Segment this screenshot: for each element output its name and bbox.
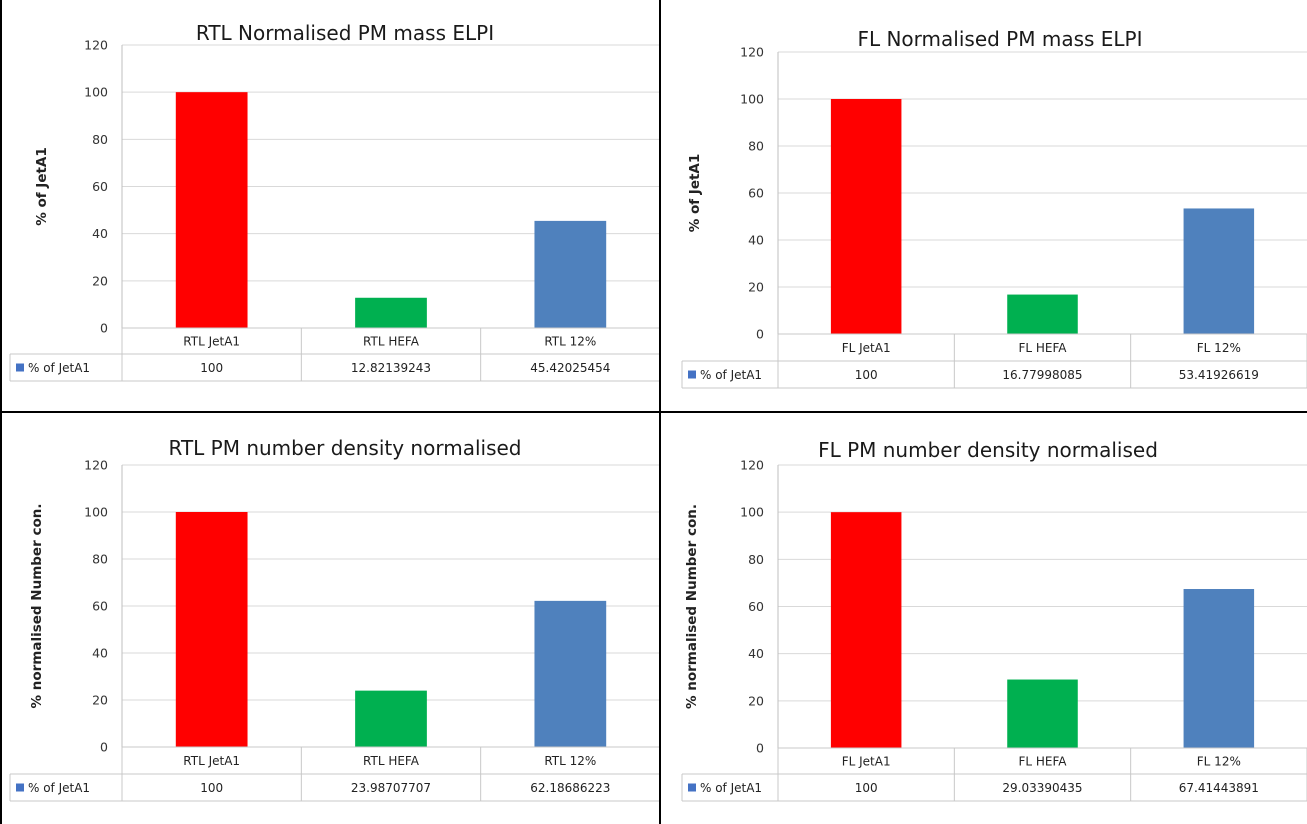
data-table-value: 100 xyxy=(855,368,878,382)
bar-fl-hefa xyxy=(1007,294,1078,334)
bar-fl-jeta1 xyxy=(830,99,902,334)
y-tick-label: 20 xyxy=(748,280,764,295)
chart-group: FL PM number density normalised % normali… xyxy=(681,438,1307,802)
category-label: FL JetA1 xyxy=(842,341,891,355)
chart-panel-fl-mass: FL Normalised PM mass ELPI % of JetA1 0 20 4… xyxy=(660,0,1307,412)
chart-group: RTL PM number density normalised % normal… xyxy=(9,436,660,802)
chart-svg: RTL PM number density normalised % normal… xyxy=(9,436,660,802)
y-axis-label: % of JetA1 xyxy=(687,154,703,233)
bar-fl-hefa xyxy=(1007,679,1078,748)
category-label: RTL 12% xyxy=(544,754,596,768)
chart-panel-rtl-number: RTL PM number density normalised % normal… xyxy=(0,412,660,824)
chart-panel-rtl-mass: RTL Normalised PM mass ELPI % of JetA1 0 20… xyxy=(0,0,660,412)
y-tick-label: 120 xyxy=(84,38,108,53)
chart-svg: FL PM number density normalised % normali… xyxy=(681,438,1307,802)
chart-panel-fl-number: FL PM number density normalised % normali… xyxy=(660,412,1307,824)
y-axis-label: % normalised Number con. xyxy=(29,504,45,709)
bar-rtl-jeta1 xyxy=(175,92,248,329)
legend-key xyxy=(688,370,696,379)
y-tick-label: 100 xyxy=(84,85,108,100)
data-table-value: 53.41926619 xyxy=(1179,368,1259,382)
category-label: RTL 12% xyxy=(544,335,596,349)
y-tick-label: 40 xyxy=(92,226,108,241)
y-tick-label: 100 xyxy=(84,505,108,520)
y-tick-label: 100 xyxy=(740,505,764,520)
y-tick-label: 60 xyxy=(92,599,108,614)
chart-group: RTL Normalised PM mass ELPI % of JetA1 0 20… xyxy=(9,21,660,382)
y-tick-label: 0 xyxy=(756,741,764,756)
data-table-value: 23.98707707 xyxy=(351,781,431,795)
chart-title: FL Normalised PM mass ELPI xyxy=(857,27,1142,51)
chart-svg: FL Normalised PM mass ELPI % of JetA1 0 20 4… xyxy=(681,27,1307,389)
bar-fl-12- xyxy=(1183,208,1255,334)
y-tick-label: 0 xyxy=(756,327,764,342)
legend-series-name: % of JetA1 xyxy=(28,361,90,375)
y-tick-label: 60 xyxy=(748,186,764,201)
data-table-value: 100 xyxy=(200,361,223,375)
category-label: RTL JetA1 xyxy=(183,335,240,349)
category-label: RTL HEFA xyxy=(363,754,420,768)
frame-middle-divider xyxy=(0,411,1307,413)
bar-rtl-12- xyxy=(534,220,607,328)
legend-key xyxy=(16,363,24,372)
category-label: FL HEFA xyxy=(1018,341,1067,355)
y-tick-label: 120 xyxy=(740,45,764,60)
data-table-value: 67.41443891 xyxy=(1179,781,1259,795)
y-tick-label: 80 xyxy=(748,139,764,154)
category-label: FL HEFA xyxy=(1018,755,1067,769)
bar-fl-jeta1 xyxy=(830,512,902,748)
data-table-value: 45.42025454 xyxy=(530,361,610,375)
y-tick-label: 80 xyxy=(748,552,764,567)
chart-title: RTL PM number density normalised xyxy=(169,436,522,460)
legend-series-name: % of JetA1 xyxy=(700,368,762,382)
y-tick-label: 20 xyxy=(92,273,108,288)
data-table-value: 12.82139243 xyxy=(351,361,431,375)
y-axis-label: % of JetA1 xyxy=(34,147,50,226)
y-tick-label: 40 xyxy=(748,233,764,248)
legend-series-name: % of JetA1 xyxy=(28,781,90,795)
y-tick-label: 0 xyxy=(100,321,108,336)
y-tick-label: 60 xyxy=(92,179,108,194)
y-tick-label: 0 xyxy=(100,740,108,755)
y-axis-label: % normalised Number con. xyxy=(684,504,700,709)
y-tick-label: 20 xyxy=(92,693,108,708)
chart-title: RTL Normalised PM mass ELPI xyxy=(196,21,494,45)
bar-rtl-jeta1 xyxy=(175,512,248,747)
bar-fl-12- xyxy=(1183,589,1255,748)
y-tick-label: 60 xyxy=(748,599,764,614)
bar-rtl-12- xyxy=(534,600,607,747)
y-tick-label: 100 xyxy=(740,92,764,107)
data-table-value: 16.77998085 xyxy=(1002,368,1082,382)
y-tick-label: 40 xyxy=(748,646,764,661)
legend-series-name: % of JetA1 xyxy=(700,781,762,795)
y-tick-label: 80 xyxy=(92,552,108,567)
y-tick-label: 20 xyxy=(748,693,764,708)
y-tick-label: 120 xyxy=(740,458,764,473)
y-tick-label: 80 xyxy=(92,132,108,147)
y-tick-label: 40 xyxy=(92,646,108,661)
y-tick-label: 120 xyxy=(84,458,108,473)
chart-svg: RTL Normalised PM mass ELPI % of JetA1 0 20… xyxy=(9,21,660,382)
chart-group: FL Normalised PM mass ELPI % of JetA1 0 20 4… xyxy=(681,27,1307,389)
data-table-value: 100 xyxy=(855,781,878,795)
category-label: RTL JetA1 xyxy=(183,754,240,768)
legend-key xyxy=(16,783,24,792)
data-table-value: 29.03390435 xyxy=(1002,781,1082,795)
category-label: FL JetA1 xyxy=(842,755,891,769)
data-table-value: 100 xyxy=(200,781,223,795)
bar-rtl-hefa xyxy=(355,690,427,747)
legend-key xyxy=(688,783,696,792)
data-table-value: 62.18686223 xyxy=(530,781,610,795)
category-label: FL 12% xyxy=(1197,755,1241,769)
chart-title: FL PM number density normalised xyxy=(818,438,1158,462)
category-label: RTL HEFA xyxy=(363,335,420,349)
category-label: FL 12% xyxy=(1197,341,1241,355)
bar-rtl-hefa xyxy=(355,297,427,328)
